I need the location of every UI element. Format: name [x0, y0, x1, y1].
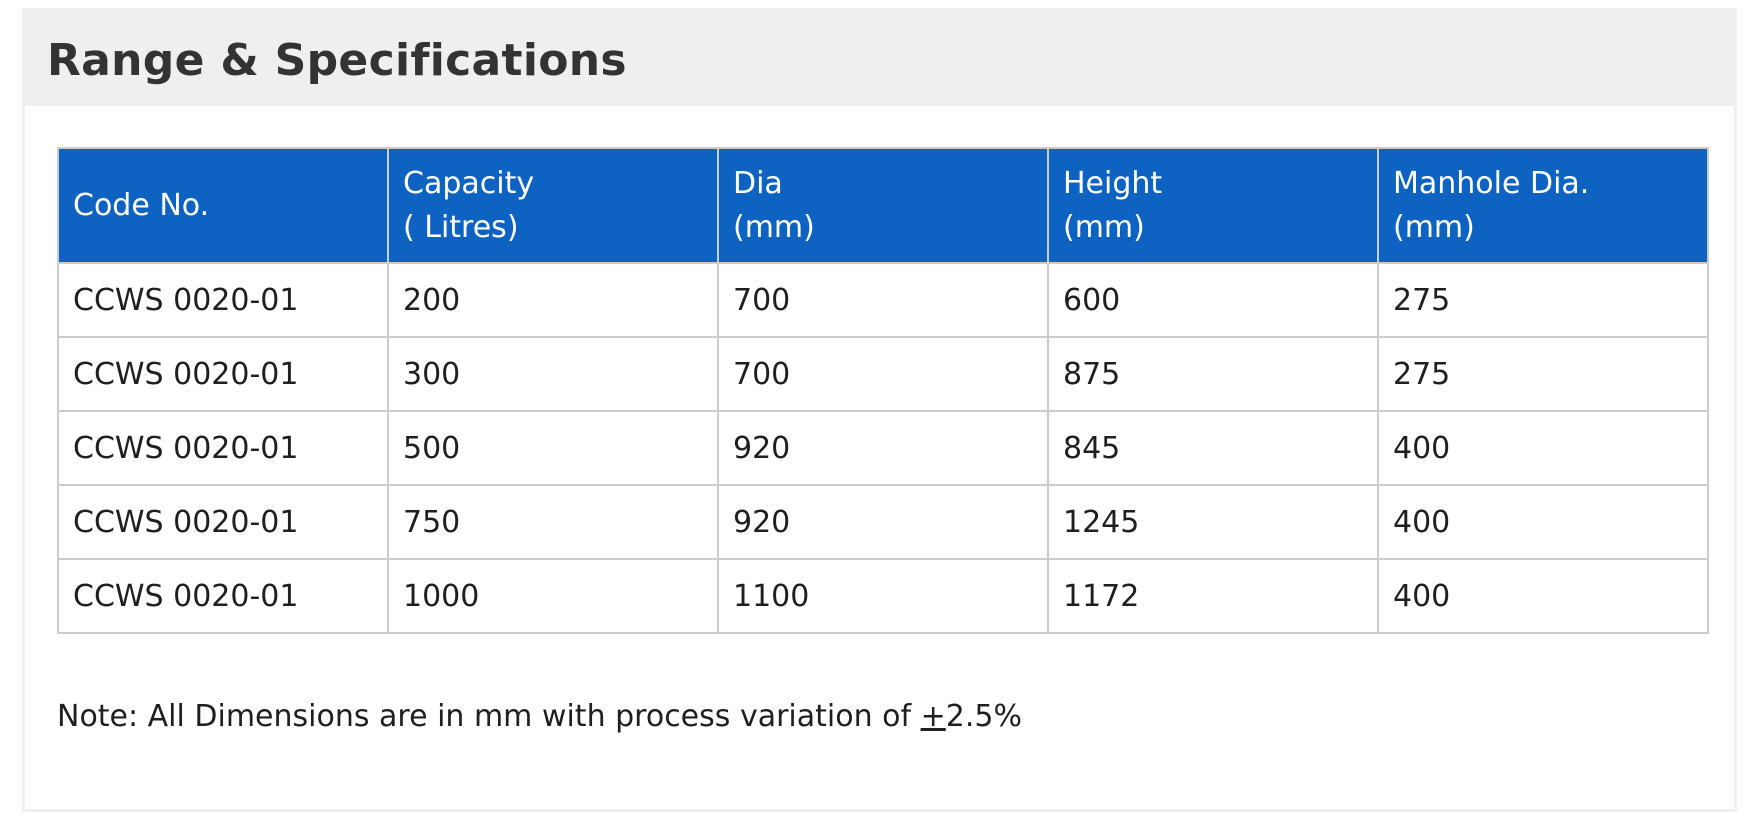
column-header-manhole-dia: Manhole Dia. (mm): [1377, 147, 1709, 264]
cell-code: CCWS 0020-01: [57, 336, 389, 412]
cell-manhole-dia: 400: [1377, 484, 1709, 560]
specifications-table: Code No. Capacity ( Litres) Dia (mm) Hei…: [57, 147, 1709, 634]
plus-minus-symbol: +: [920, 699, 946, 734]
column-header-dia-unit: (mm): [733, 209, 815, 245]
specifications-panel: Range & Specifications Code No. Capacity…: [22, 8, 1737, 812]
cell-code: CCWS 0020-01: [57, 262, 389, 338]
column-header-dia: Dia (mm): [717, 147, 1049, 264]
table-row: CCWS 0020-01 1000 1100 1172 400: [57, 558, 1709, 634]
table-row: CCWS 0020-01 300 700 875 275: [57, 336, 1709, 412]
cell-manhole-dia: 275: [1377, 262, 1709, 338]
cell-capacity: 750: [387, 484, 719, 560]
cell-dia: 1100: [717, 558, 1049, 634]
cell-dia: 920: [717, 484, 1049, 560]
cell-manhole-dia: 400: [1377, 558, 1709, 634]
cell-capacity: 200: [387, 262, 719, 338]
dimensions-note: Note: All Dimensions are in mm with proc…: [57, 699, 1022, 734]
cell-dia: 700: [717, 336, 1049, 412]
cell-code: CCWS 0020-01: [57, 558, 389, 634]
column-header-manhole-dia-label: Manhole Dia.: [1393, 165, 1590, 201]
cell-dia: 920: [717, 410, 1049, 486]
table-header: Code No. Capacity ( Litres) Dia (mm) Hei…: [57, 147, 1709, 264]
column-header-height-unit: (mm): [1063, 209, 1145, 245]
column-header-dia-label: Dia: [733, 165, 783, 201]
cell-height: 600: [1047, 262, 1379, 338]
cell-manhole-dia: 275: [1377, 336, 1709, 412]
cell-capacity: 1000: [387, 558, 719, 634]
cell-height: 875: [1047, 336, 1379, 412]
table-row: CCWS 0020-01 500 920 845 400: [57, 410, 1709, 486]
header-row: Code No. Capacity ( Litres) Dia (mm) Hei…: [57, 147, 1709, 264]
cell-height: 1245: [1047, 484, 1379, 560]
table-row: CCWS 0020-01 200 700 600 275: [57, 262, 1709, 338]
cell-code: CCWS 0020-01: [57, 410, 389, 486]
cell-code: CCWS 0020-01: [57, 484, 389, 560]
table-row: CCWS 0020-01 750 920 1245 400: [57, 484, 1709, 560]
column-header-manhole-dia-unit: (mm): [1393, 209, 1475, 245]
table-body: CCWS 0020-01 200 700 600 275 CCWS 0020-0…: [57, 262, 1709, 634]
cell-capacity: 500: [387, 410, 719, 486]
cell-manhole-dia: 400: [1377, 410, 1709, 486]
column-header-code: Code No.: [57, 147, 389, 264]
cell-height: 1172: [1047, 558, 1379, 634]
column-header-capacity: Capacity ( Litres): [387, 147, 719, 264]
column-header-code-label: Code No.: [73, 187, 210, 223]
panel-header: Range & Specifications: [25, 11, 1734, 106]
cell-dia: 700: [717, 262, 1049, 338]
cell-height: 845: [1047, 410, 1379, 486]
cell-capacity: 300: [387, 336, 719, 412]
note-tolerance: 2.5%: [945, 699, 1022, 734]
column-header-height-label: Height: [1063, 165, 1163, 201]
column-header-height: Height (mm): [1047, 147, 1379, 264]
column-header-capacity-unit: ( Litres): [403, 209, 519, 245]
note-text: Note: All Dimensions are in mm with proc…: [57, 699, 921, 734]
page-title: Range & Specifications: [47, 35, 627, 86]
column-header-capacity-label: Capacity: [403, 165, 535, 201]
